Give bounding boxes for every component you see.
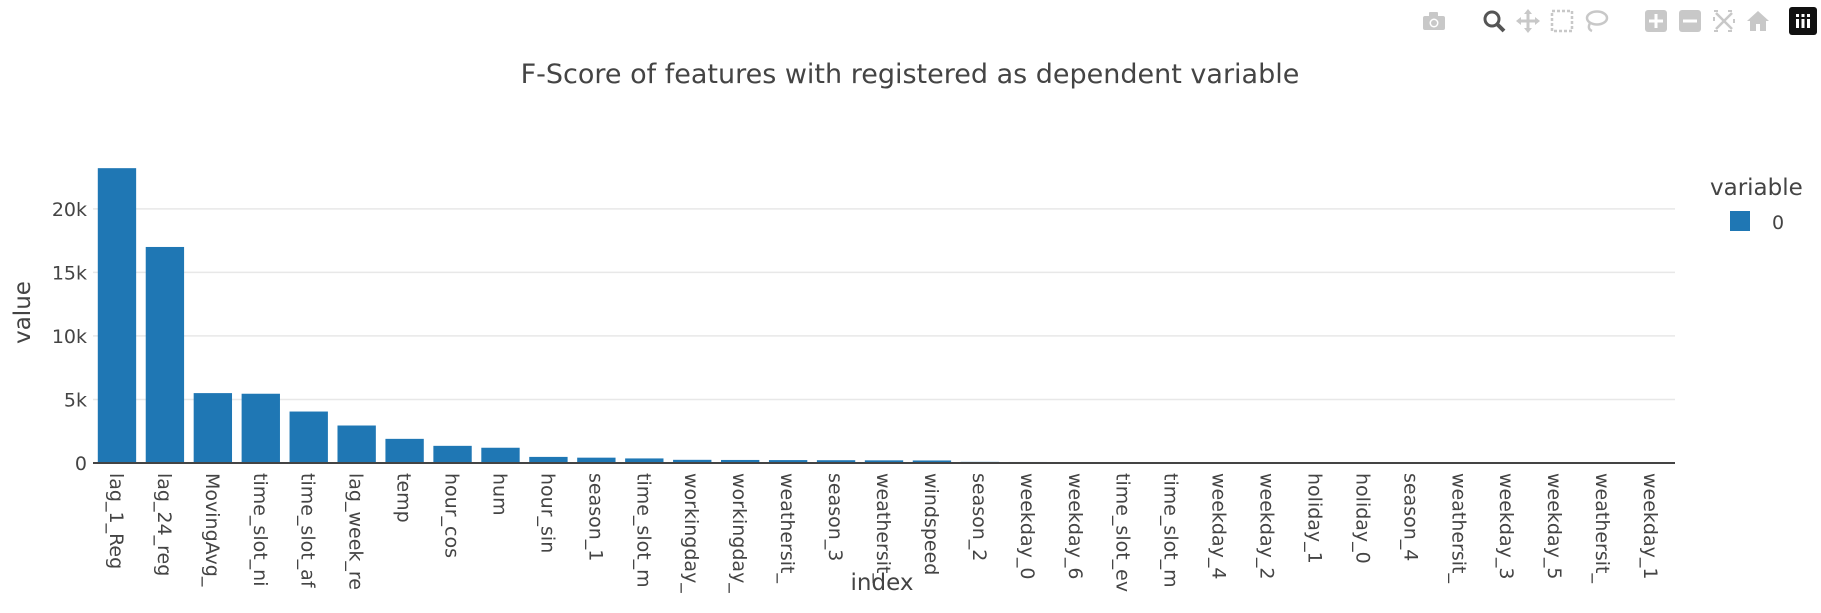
bar[interactable] — [864, 460, 904, 463]
autoscale-icon[interactable] — [1707, 4, 1741, 38]
x-tick-label: weekday_2 — [1256, 473, 1278, 579]
x-tick-label: hour_cos — [441, 473, 463, 558]
x-tick-label: weekday_6 — [1064, 473, 1086, 579]
x-tick-label: time_slot_ev — [1112, 473, 1134, 592]
x-tick-label: time_slot_m — [632, 473, 654, 588]
x-tick-label: workingday_ — [728, 473, 750, 593]
legend-swatch[interactable] — [1730, 211, 1750, 231]
zoom-icon[interactable] — [1477, 4, 1511, 38]
x-tick-label: MovingAvg_ — [201, 473, 223, 587]
y-axis-title: value — [10, 281, 36, 344]
pan-icon[interactable] — [1511, 4, 1545, 38]
x-tick-label: weekday_3 — [1495, 473, 1517, 579]
legend-entry[interactable]: 0 — [1772, 212, 1784, 234]
legend-title: variable — [1710, 175, 1803, 201]
bar[interactable] — [145, 246, 185, 463]
bar[interactable] — [529, 456, 568, 463]
x-tick-label: lag_1_Reg — [105, 473, 127, 569]
bar[interactable] — [289, 411, 328, 463]
x-tick-label: holiday_1 — [1303, 473, 1325, 564]
bars — [97, 168, 1671, 464]
x-tick-label: weathersit_ — [1447, 473, 1469, 583]
bar[interactable] — [385, 438, 424, 463]
x-tick-label: hour_sin — [536, 473, 558, 553]
bar[interactable] — [768, 460, 808, 463]
bar[interactable] — [721, 459, 760, 463]
y-tick-label: 20k — [52, 199, 87, 221]
y-tick-label: 0 — [75, 453, 87, 475]
y-tick-label: 5k — [64, 389, 87, 411]
grid-lines — [93, 208, 1675, 401]
bar[interactable] — [193, 393, 233, 463]
x-tick-label: time_slot_af — [297, 473, 319, 589]
x-tick-label: time_slot_ni — [249, 473, 271, 587]
reset-axes-icon[interactable] — [1741, 4, 1775, 38]
box-select-icon[interactable] — [1545, 4, 1579, 38]
x-tick-label: hum — [488, 473, 510, 516]
x-tick-label: lag_week_re — [345, 473, 367, 590]
x-tick-label: temp — [393, 473, 415, 523]
bar[interactable] — [241, 393, 280, 463]
x-tick-label: season_3 — [824, 473, 846, 561]
x-tick-label: lag_24_reg — [153, 473, 175, 576]
x-tick-label: windspeed — [920, 473, 942, 575]
y-tick-label: 15k — [52, 262, 87, 284]
x-tick-label: weathersit_ — [776, 473, 798, 583]
x-tick-label: weekday_0 — [1016, 473, 1038, 579]
x-tick-label: season_1 — [584, 473, 606, 561]
chart-title: F-Score of features with registered as d… — [521, 59, 1300, 90]
x-tick-label: time_slot_m — [1160, 473, 1182, 588]
bar[interactable] — [912, 460, 952, 463]
plotly-logo-icon[interactable] — [1789, 7, 1817, 35]
x-tick-label: weekday_1 — [1639, 473, 1661, 579]
x-tick-label: weekday_4 — [1208, 473, 1230, 579]
bar[interactable] — [577, 457, 616, 463]
bar[interactable] — [433, 445, 472, 463]
x-tick-label: workingday_ — [680, 473, 702, 593]
lasso-icon[interactable] — [1579, 4, 1613, 38]
x-axis-title: index — [851, 570, 914, 596]
x-tick-label: weathersit_ — [872, 473, 894, 583]
camera-icon[interactable] — [1417, 4, 1451, 38]
bar[interactable] — [97, 168, 137, 463]
x-tick-label: season_2 — [968, 473, 990, 561]
x-tick-label: holiday_0 — [1351, 473, 1373, 564]
x-tick-label: weathersit_ — [1591, 473, 1613, 583]
zoom-out-icon[interactable] — [1673, 4, 1707, 38]
bar[interactable] — [673, 459, 712, 463]
x-tick-label: season_4 — [1399, 473, 1421, 561]
bar[interactable] — [337, 425, 376, 463]
bar[interactable] — [481, 447, 520, 463]
legend: variable 0 — [1710, 175, 1803, 234]
x-tick-labels: lag_1_Reg lag_24_reg MovingAvg_ time_slot_n… — [105, 473, 1661, 593]
bar[interactable] — [816, 460, 856, 463]
zoom-in-icon[interactable] — [1639, 4, 1673, 38]
x-tick-label: weekday_5 — [1543, 473, 1565, 579]
bar[interactable] — [625, 458, 664, 463]
y-tick-label: 10k — [52, 326, 87, 348]
modebar — [1417, 4, 1817, 38]
y-tick-labels: 0 5k 10k 15k 20k — [52, 199, 87, 475]
